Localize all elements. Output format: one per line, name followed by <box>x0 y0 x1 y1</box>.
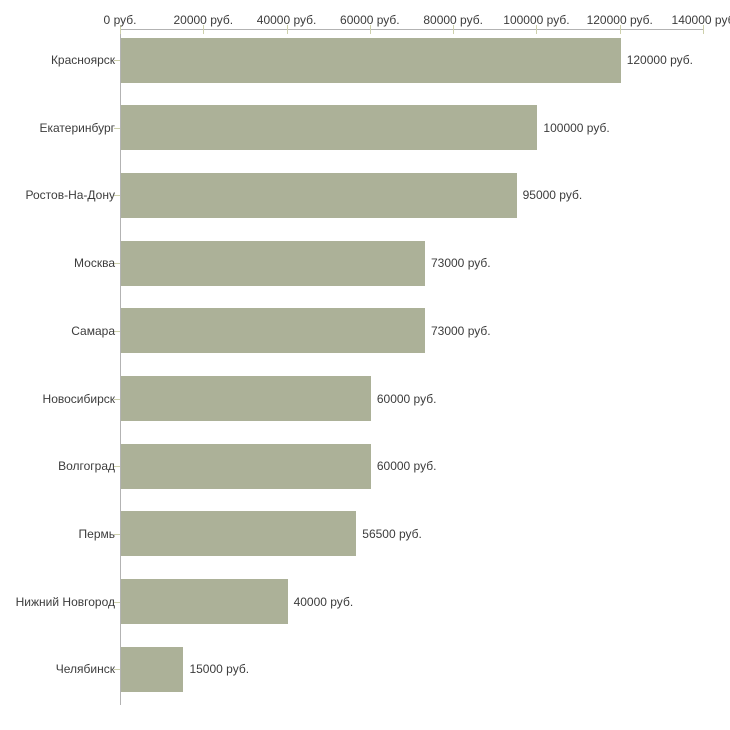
y-axis-tick <box>114 127 120 129</box>
y-axis-tick <box>114 601 120 603</box>
category-label: Новосибирск <box>42 391 115 406</box>
bar <box>121 579 288 625</box>
value-label: 40000 руб. <box>293 594 354 609</box>
value-label: 60000 руб. <box>376 391 437 406</box>
x-axis-tick-label: 40000 руб. <box>256 13 317 27</box>
value-label: 15000 руб. <box>189 662 250 677</box>
category-label: Москва <box>74 256 115 271</box>
x-axis-tick <box>203 25 205 34</box>
category-label: Самара <box>71 323 115 338</box>
category-label: Ростов-На-Дону <box>25 188 115 203</box>
x-axis-line <box>120 29 704 30</box>
y-axis-tick <box>114 60 120 61</box>
category-label: Челябинск <box>55 662 115 677</box>
x-axis-tick <box>536 25 538 34</box>
x-axis-tick <box>120 25 121 34</box>
x-axis-tick <box>619 25 621 34</box>
value-label: 100000 руб. <box>543 120 610 135</box>
bar <box>121 646 184 692</box>
category-label: Екатеринбург <box>39 120 116 135</box>
y-axis-tick <box>114 195 120 197</box>
y-axis-tick <box>114 330 120 332</box>
category-label: Волгоград <box>58 459 115 474</box>
y-axis-tick <box>114 533 120 535</box>
bar <box>121 240 425 286</box>
x-axis-tick-label: 140000 руб <box>671 13 730 27</box>
x-axis-tick-label: 80000 руб. <box>423 13 483 27</box>
x-axis-tick-label: 100000 руб. <box>503 13 570 27</box>
value-label: 95000 руб. <box>522 188 583 203</box>
x-axis-tick-label: 120000 руб. <box>586 13 653 27</box>
x-axis-tick <box>369 25 371 34</box>
category-label: Нижний Новгород <box>15 594 115 609</box>
y-axis-line <box>120 29 121 705</box>
y-axis-tick <box>114 398 120 400</box>
x-axis-tick-label: 60000 руб. <box>340 13 400 27</box>
bar <box>121 308 425 354</box>
bar <box>121 172 517 218</box>
y-axis-tick <box>114 466 120 468</box>
y-axis-tick <box>114 669 120 671</box>
y-axis-tick <box>114 263 120 265</box>
x-axis-tick <box>453 25 455 34</box>
value-label: 73000 руб. <box>430 323 491 338</box>
value-label: 120000 руб. <box>626 53 693 67</box>
bar <box>121 443 371 489</box>
x-axis-tick-label: 20000 руб. <box>173 13 234 27</box>
x-axis-tick <box>703 25 704 34</box>
value-label: 56500 руб. <box>362 526 422 541</box>
bar <box>121 511 357 557</box>
x-axis-tick-label: 0 руб. <box>103 13 137 27</box>
bar <box>121 376 371 421</box>
value-label: 73000 руб. <box>430 256 491 271</box>
category-label: Пермь <box>78 526 115 541</box>
bar <box>121 37 621 83</box>
category-label: Красноярск <box>50 53 115 67</box>
x-axis-tick <box>286 25 288 34</box>
value-label: 60000 руб. <box>376 459 437 474</box>
bar <box>121 105 538 151</box>
